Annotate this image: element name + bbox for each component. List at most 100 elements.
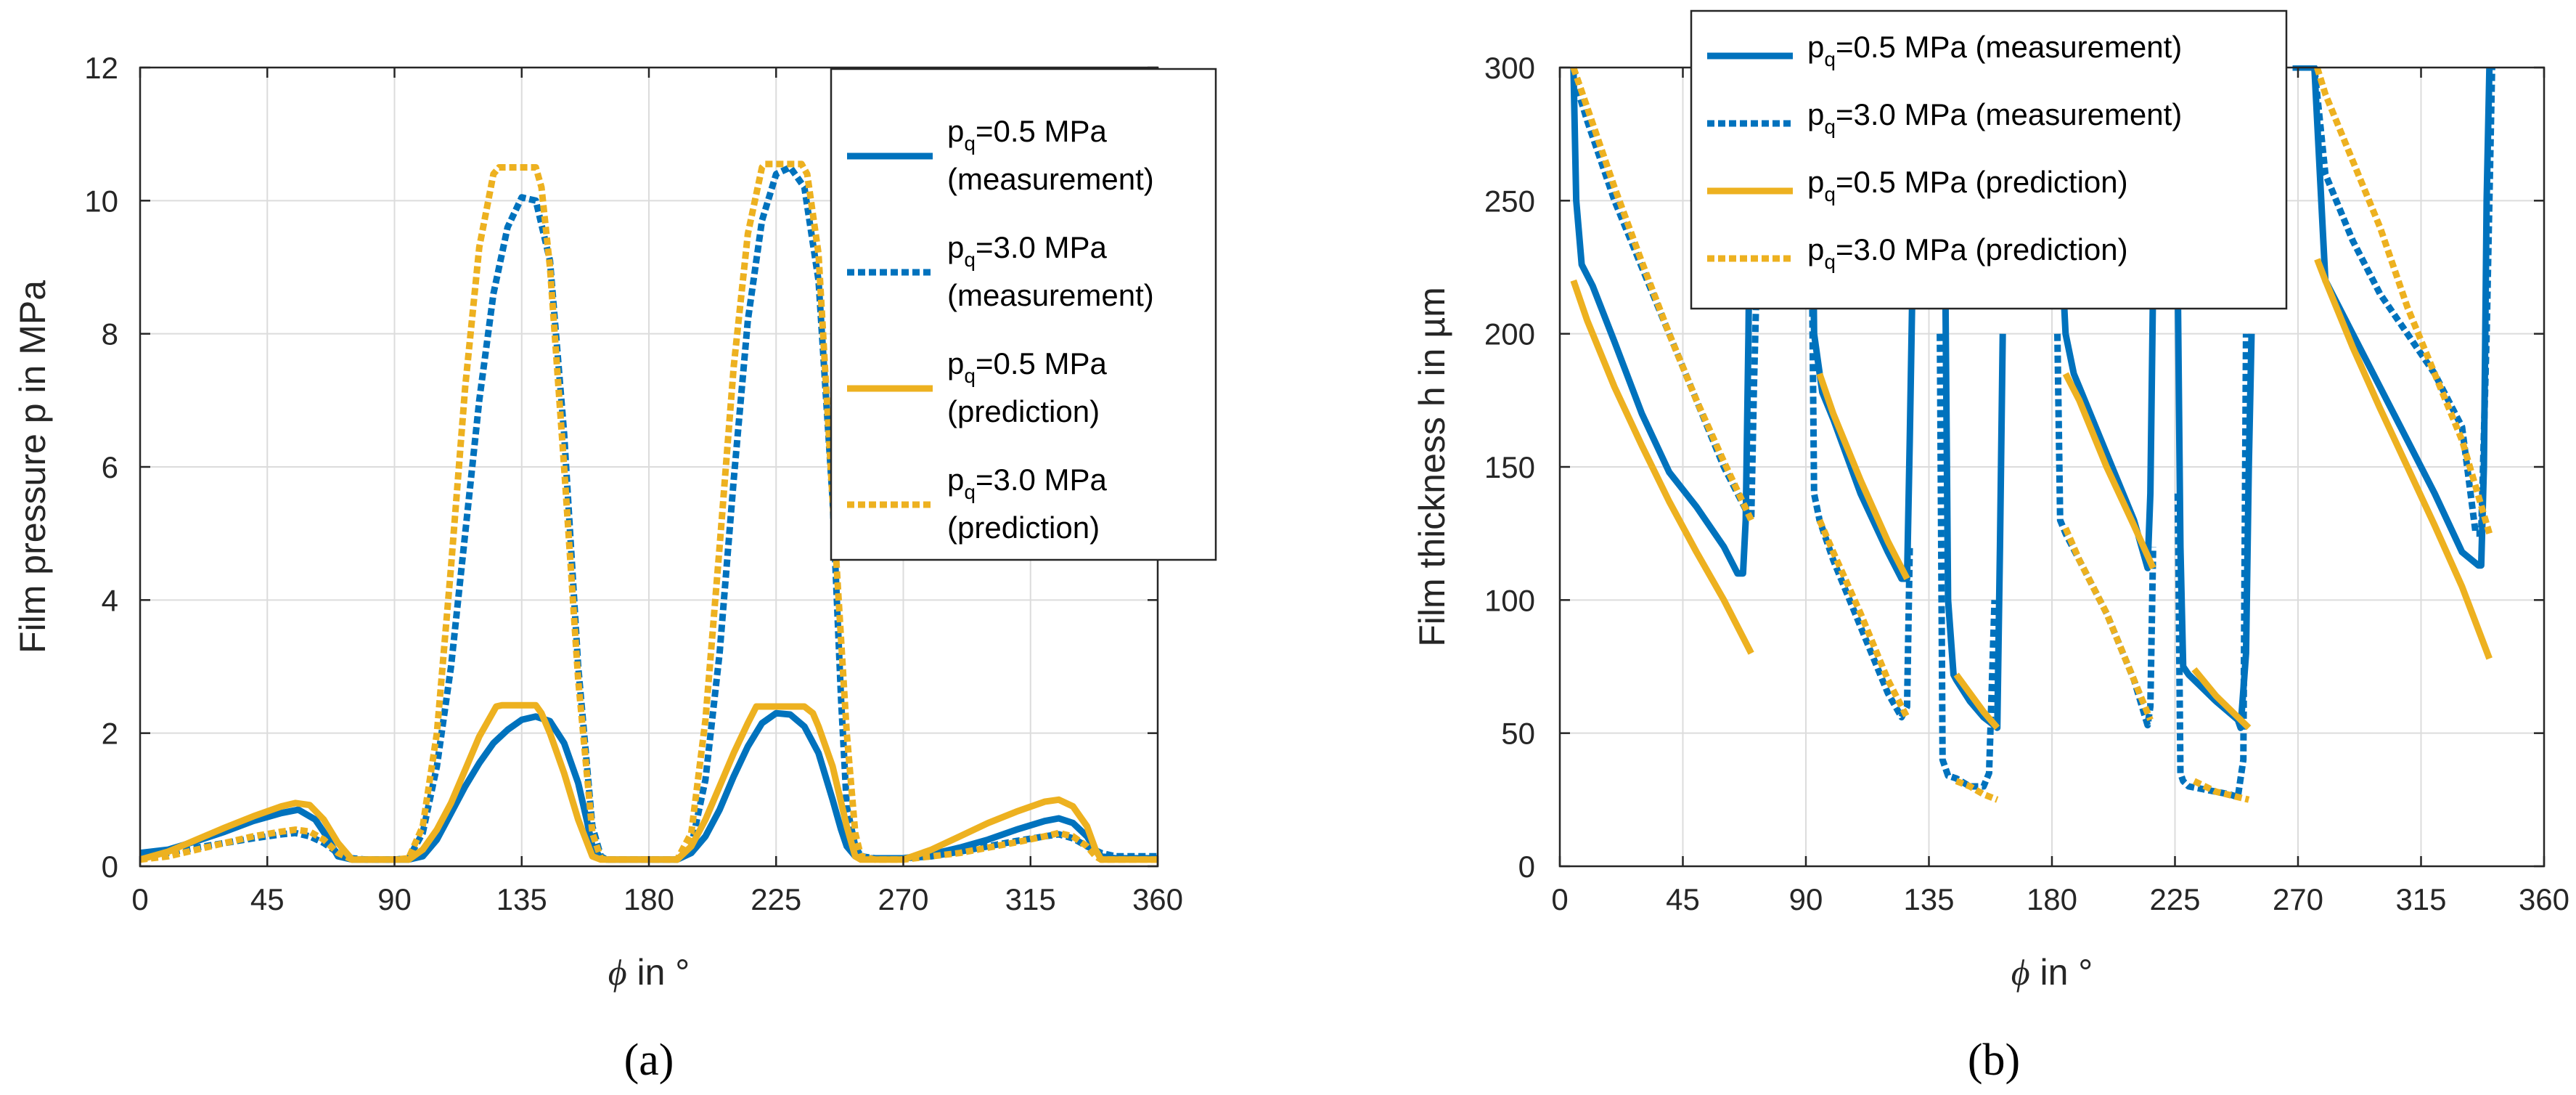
legend-entry-1: pq=0.5 MPa xyxy=(947,114,1108,155)
series-line-3 xyxy=(2062,372,2156,570)
x-tick-label: 180 xyxy=(2027,882,2077,916)
legend-p: p xyxy=(1807,30,1824,64)
legend-entry-line2-4: (prediction) xyxy=(947,510,1100,545)
y-tick-label: 12 xyxy=(84,51,118,85)
y-tick-label: 4 xyxy=(102,583,118,617)
x-tick-label: 135 xyxy=(496,882,547,916)
legend-entry-line2-2: (measurement) xyxy=(947,278,1154,312)
chart-a-film-pressure: 0 45 90 135 180 225 270 315 360 0 2 4 6 8 10 12 ϕ in ° Fi… xyxy=(12,51,1217,1085)
series-line-1 xyxy=(1942,280,2006,731)
series-group xyxy=(140,160,1158,863)
series-line-3 xyxy=(1816,373,1910,581)
x-tick-label: 315 xyxy=(1005,882,1056,916)
legend-p: p xyxy=(947,114,964,148)
legend-sub: q xyxy=(1824,115,1836,138)
y-tick-label: 300 xyxy=(1484,51,1535,85)
series-line-4 xyxy=(1816,518,1910,719)
legend-p: p xyxy=(1807,232,1824,266)
y-tick-label: 100 xyxy=(1484,583,1535,617)
legend-sub: q xyxy=(1824,183,1836,205)
x-tick-label: 360 xyxy=(1132,882,1183,916)
legend-sub: q xyxy=(964,248,976,271)
legend: pq=0.5 MPa (measurement)pq=3.0 MPa (meas… xyxy=(1690,9,2288,310)
chart-b-film-thickness: 0 45 90 135 180 225 270 315 360 0 50 100 150 200 250 30… xyxy=(1412,9,2569,1085)
y-tick-label: 250 xyxy=(1484,184,1535,218)
panel-label: (b) xyxy=(1968,1035,2020,1085)
series-line-1 xyxy=(1808,67,1916,582)
legend-entry-4: pq=3.0 MPa (prediction) xyxy=(1807,232,2128,273)
series-line-4 xyxy=(140,160,1158,863)
y-tick-label: 200 xyxy=(1484,317,1535,351)
legend-box xyxy=(830,68,1217,561)
y-tick-label: 10 xyxy=(84,184,118,218)
x-tick-label: 0 xyxy=(1551,882,1568,916)
legend-sub: q xyxy=(964,132,976,155)
x-tick-label: 270 xyxy=(2273,882,2323,916)
x-tick-label: 0 xyxy=(131,882,148,916)
legend-rest: =0.5 MPa (prediction) xyxy=(1836,165,2128,199)
legend-entry-4: pq=3.0 MPa xyxy=(947,463,1108,503)
series-line-3 xyxy=(1953,672,2000,730)
legend-entry-2: pq=3.0 MPa xyxy=(947,230,1108,271)
series-line-3 xyxy=(2191,667,2252,730)
legend-sub: q xyxy=(1824,48,1836,70)
x-axis-symbol: ϕ xyxy=(608,952,627,993)
x-tick-label: 360 xyxy=(2519,882,2569,916)
legend-entry-3: pq=0.5 MPa xyxy=(947,346,1108,387)
series-line-4 xyxy=(2192,778,2250,803)
x-tick-label: 225 xyxy=(2149,882,2200,916)
legend-rest: =0.5 MPa xyxy=(976,346,1108,380)
x-axis-text: in ° xyxy=(2030,952,2093,993)
y-axis-label: Film thickness h in µm xyxy=(1412,287,1452,647)
series-line-4 xyxy=(2062,526,2154,722)
legend-entry-2: pq=3.0 MPa (measurement) xyxy=(1807,97,2182,138)
series-line-2 xyxy=(1570,67,1760,524)
legend-p: p xyxy=(1807,97,1824,131)
legend-rest: =0.5 MPa (measurement) xyxy=(1836,30,2182,64)
series-group xyxy=(1570,65,2495,803)
legend-entry-3: pq=0.5 MPa (prediction) xyxy=(1807,165,2128,205)
y-axis-label: Film pressure p in MPa xyxy=(12,280,53,654)
series-line-2 xyxy=(2054,333,2156,729)
y-tick-label: 150 xyxy=(1484,450,1535,484)
legend-sub: q xyxy=(964,481,976,503)
x-tick-label: 45 xyxy=(1666,882,1700,916)
x-tick-label: 225 xyxy=(751,882,801,916)
legend-rest: =0.5 MPa xyxy=(976,114,1108,148)
legend-p: p xyxy=(947,230,964,264)
legend-rest: =3.0 MPa (measurement) xyxy=(1836,97,2182,131)
y-tick-label: 6 xyxy=(102,450,118,484)
x-tick-label: 90 xyxy=(377,882,412,916)
series-line-4 xyxy=(2314,66,2493,534)
legend-p: p xyxy=(1807,165,1824,199)
x-axis-label: ϕ in ° xyxy=(2011,952,2093,993)
legend-p: p xyxy=(947,463,964,497)
y-tick-label: 8 xyxy=(102,317,118,351)
legend-sub: q xyxy=(964,365,976,387)
series-line-4 xyxy=(1570,66,1754,522)
y-tick-label: 50 xyxy=(1501,717,1535,751)
legend-entry-line2-3: (prediction) xyxy=(947,394,1100,428)
y-tick-label: 0 xyxy=(102,850,118,884)
legend-sub: q xyxy=(1824,251,1836,273)
series-line-2 xyxy=(2174,333,2249,801)
x-tick-label: 270 xyxy=(878,882,928,916)
x-axis-symbol: ϕ xyxy=(2011,952,2030,993)
legend-p: p xyxy=(947,346,964,380)
x-tick-label: 135 xyxy=(1903,882,1954,916)
x-tick-label: 45 xyxy=(250,882,285,916)
series-line-3 xyxy=(2314,258,2493,660)
y-tick-label: 0 xyxy=(1518,850,1535,884)
series-line-1 xyxy=(1570,67,1755,577)
x-tick-label: 315 xyxy=(2395,882,2446,916)
x-axis-text: in ° xyxy=(627,952,690,993)
legend-entry-line2-1: (measurement) xyxy=(947,162,1154,196)
series-line-3 xyxy=(1570,279,1754,655)
legend-rest: =3.0 MPa (prediction) xyxy=(1836,232,2128,266)
series-line-4 xyxy=(1955,778,1999,803)
x-tick-label: 90 xyxy=(1789,882,1823,916)
legend-rest: =3.0 MPa xyxy=(976,230,1108,264)
x-tick-label: 180 xyxy=(623,882,674,916)
x-axis-label: ϕ in ° xyxy=(608,952,690,993)
